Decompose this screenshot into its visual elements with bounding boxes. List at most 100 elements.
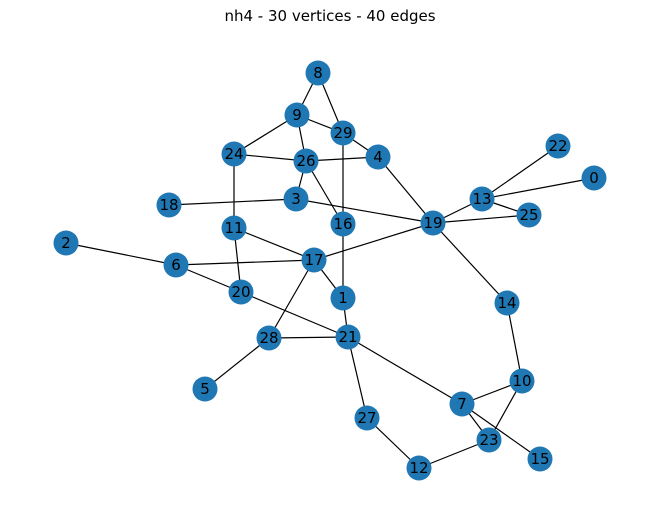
edges-layer <box>65 72 595 469</box>
node-circle <box>449 391 475 417</box>
node-circle <box>301 247 327 273</box>
node-label: 27 <box>357 409 376 427</box>
node-label: 10 <box>512 372 531 390</box>
edge-18-3 <box>168 198 297 206</box>
node-7: 7 <box>449 391 475 417</box>
node-1: 1 <box>330 285 356 311</box>
graph-title: nh4 - 30 vertices - 40 edges <box>224 7 436 25</box>
node-label: 20 <box>231 283 250 301</box>
node-13: 13 <box>469 186 495 212</box>
node-label: 6 <box>171 256 181 274</box>
node-circle <box>53 230 79 256</box>
node-label: 8 <box>313 64 323 82</box>
node-label: 13 <box>472 190 491 208</box>
edge-19-25 <box>432 214 530 224</box>
node-8: 8 <box>305 60 331 86</box>
node-9: 9 <box>284 102 310 128</box>
node-circle <box>509 368 535 394</box>
node-24: 24 <box>221 141 247 167</box>
edge-20-21 <box>240 291 349 338</box>
node-12: 12 <box>406 455 432 481</box>
edge-2-6 <box>65 242 177 266</box>
node-label: 24 <box>224 145 243 163</box>
node-circle <box>228 279 254 305</box>
node-19: 19 <box>420 210 446 236</box>
node-label: 9 <box>292 106 302 124</box>
edge-13-0 <box>481 177 595 200</box>
edge-19-14 <box>432 222 508 304</box>
node-circle <box>330 285 356 311</box>
node-2: 2 <box>53 230 79 256</box>
node-circle <box>284 102 310 128</box>
node-label: 11 <box>224 219 243 237</box>
node-16: 16 <box>330 211 356 237</box>
node-label: 1 <box>338 289 348 307</box>
edge-14-10 <box>506 302 523 382</box>
edge-7-15 <box>461 403 541 460</box>
node-circle <box>330 211 356 237</box>
node-label: 28 <box>259 329 278 347</box>
node-circle <box>527 446 553 472</box>
node-17: 17 <box>301 247 327 273</box>
nodes-layer: 0123456789101112131415161718192021222324… <box>53 60 607 481</box>
node-label: 29 <box>333 124 352 142</box>
node-label: 16 <box>333 215 352 233</box>
node-circle <box>256 325 282 351</box>
node-circle <box>156 192 182 218</box>
edge-21-27 <box>347 336 368 419</box>
node-6: 6 <box>163 252 189 278</box>
node-circle <box>420 210 446 236</box>
node-label: 12 <box>409 459 428 477</box>
node-circle <box>581 165 607 191</box>
node-circle <box>476 427 502 453</box>
node-circle <box>283 186 309 212</box>
node-27: 27 <box>354 405 380 431</box>
edge-13-22 <box>481 145 559 200</box>
node-label: 19 <box>423 214 442 232</box>
node-28: 28 <box>256 325 282 351</box>
node-label: 14 <box>497 294 516 312</box>
node-circle <box>293 148 319 174</box>
edge-28-21 <box>268 336 349 339</box>
node-circle <box>305 60 331 86</box>
node-4: 4 <box>365 144 391 170</box>
edge-21-7 <box>347 336 463 405</box>
node-29: 29 <box>330 120 356 146</box>
node-circle <box>494 290 520 316</box>
node-circle <box>354 405 380 431</box>
edge-11-17 <box>233 227 315 261</box>
edge-3-19 <box>295 198 434 224</box>
node-23: 23 <box>476 427 502 453</box>
node-10: 10 <box>509 368 535 394</box>
node-label: 21 <box>338 328 357 346</box>
edge-6-17 <box>175 259 315 266</box>
node-15: 15 <box>527 446 553 472</box>
edge-4-19 <box>377 156 434 224</box>
node-label: 4 <box>373 148 383 166</box>
node-label: 23 <box>479 431 498 449</box>
node-label: 25 <box>519 206 538 224</box>
node-circle <box>221 141 247 167</box>
node-circle <box>469 186 495 212</box>
node-circle <box>365 144 391 170</box>
node-label: 2 <box>61 234 71 252</box>
node-21: 21 <box>335 324 361 350</box>
node-3: 3 <box>283 186 309 212</box>
node-26: 26 <box>293 148 319 174</box>
node-label: 26 <box>296 152 315 170</box>
node-circle <box>221 215 247 241</box>
node-label: 15 <box>530 450 549 468</box>
node-20: 20 <box>228 279 254 305</box>
edge-17-28 <box>268 259 315 339</box>
edge-19-17 <box>313 222 434 261</box>
node-label: 0 <box>589 169 599 187</box>
node-label: 18 <box>159 196 178 214</box>
node-label: 17 <box>304 251 323 269</box>
node-18: 18 <box>156 192 182 218</box>
node-circle <box>545 133 571 159</box>
node-25: 25 <box>516 202 542 228</box>
node-label: 3 <box>291 190 301 208</box>
edge-12-23 <box>418 439 490 469</box>
node-label: 5 <box>200 380 210 398</box>
node-circle <box>335 324 361 350</box>
